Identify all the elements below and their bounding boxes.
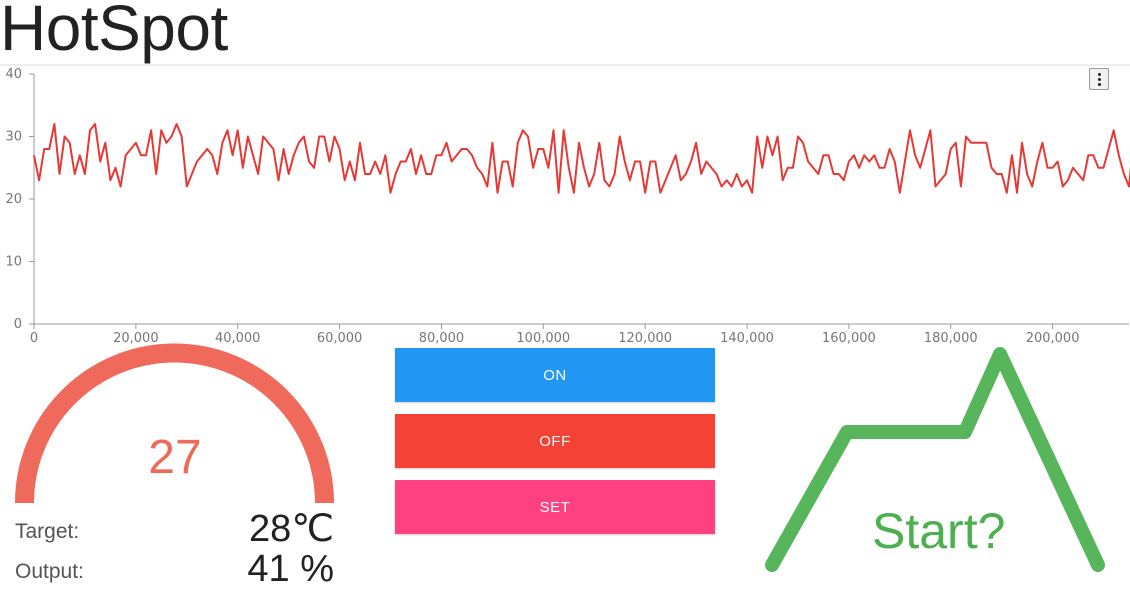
kebab-menu-icon-dot — [1098, 78, 1101, 81]
x-tick-label: 180,000 — [924, 331, 978, 346]
temperature-series-line — [33, 123, 1130, 194]
start-profile[interactable] — [750, 340, 1130, 583]
output-value: 41 % — [247, 548, 334, 590]
kebab-menu-icon — [1098, 73, 1101, 76]
target-label: Target: — [15, 520, 80, 543]
gauge-arc — [15, 343, 334, 504]
y-tick-label: 10 — [5, 255, 22, 270]
app-title: HotSpot — [0, 0, 228, 64]
x-tick-label: 100,000 — [516, 331, 570, 346]
x-tick-label: 20,000 — [113, 331, 159, 346]
gauge-value: 27 — [148, 431, 202, 484]
x-tick-label: 200,000 — [1026, 331, 1080, 346]
x-tick-label: 60,000 — [317, 331, 363, 346]
gauge-svg — [15, 343, 334, 504]
x-tick-label: 0 — [30, 331, 38, 346]
off-button[interactable]: OFF — [395, 414, 715, 468]
target-value: 28℃ — [249, 508, 334, 550]
output-label: Output: — [15, 560, 84, 583]
x-tick-label: 40,000 — [215, 331, 261, 346]
temperature-gauge: 27 Target: 28℃ Output: 41 % — [0, 338, 350, 590]
y-tick-label: 0 — [14, 317, 22, 332]
chart-menu-button[interactable] — [1089, 68, 1109, 90]
x-tick-label: 140,000 — [720, 331, 774, 346]
temperature-chart: 0 10 20 30 40 0 20,000 40,000 60,000 80,000 100,00… — [0, 62, 1130, 352]
chart-svg: 0 10 20 30 40 0 20,000 40,000 60,000 80,000 100,00… — [0, 64, 1130, 346]
y-tick-label: 20 — [5, 192, 22, 207]
y-tick-label: 40 — [5, 67, 22, 82]
profile-curve-icon — [765, 347, 1105, 572]
kebab-menu-icon-dot — [1098, 83, 1101, 86]
set-button[interactable]: SET — [395, 480, 715, 534]
x-tick-label: 80,000 — [419, 331, 465, 346]
x-tick-label: 120,000 — [618, 331, 672, 346]
y-tick-label: 30 — [5, 130, 22, 145]
start-button[interactable]: Start? — [872, 503, 1006, 559]
on-button[interactable]: ON — [395, 348, 715, 402]
profile-curve — [765, 347, 1105, 572]
x-tick-label: 160,000 — [822, 331, 876, 346]
